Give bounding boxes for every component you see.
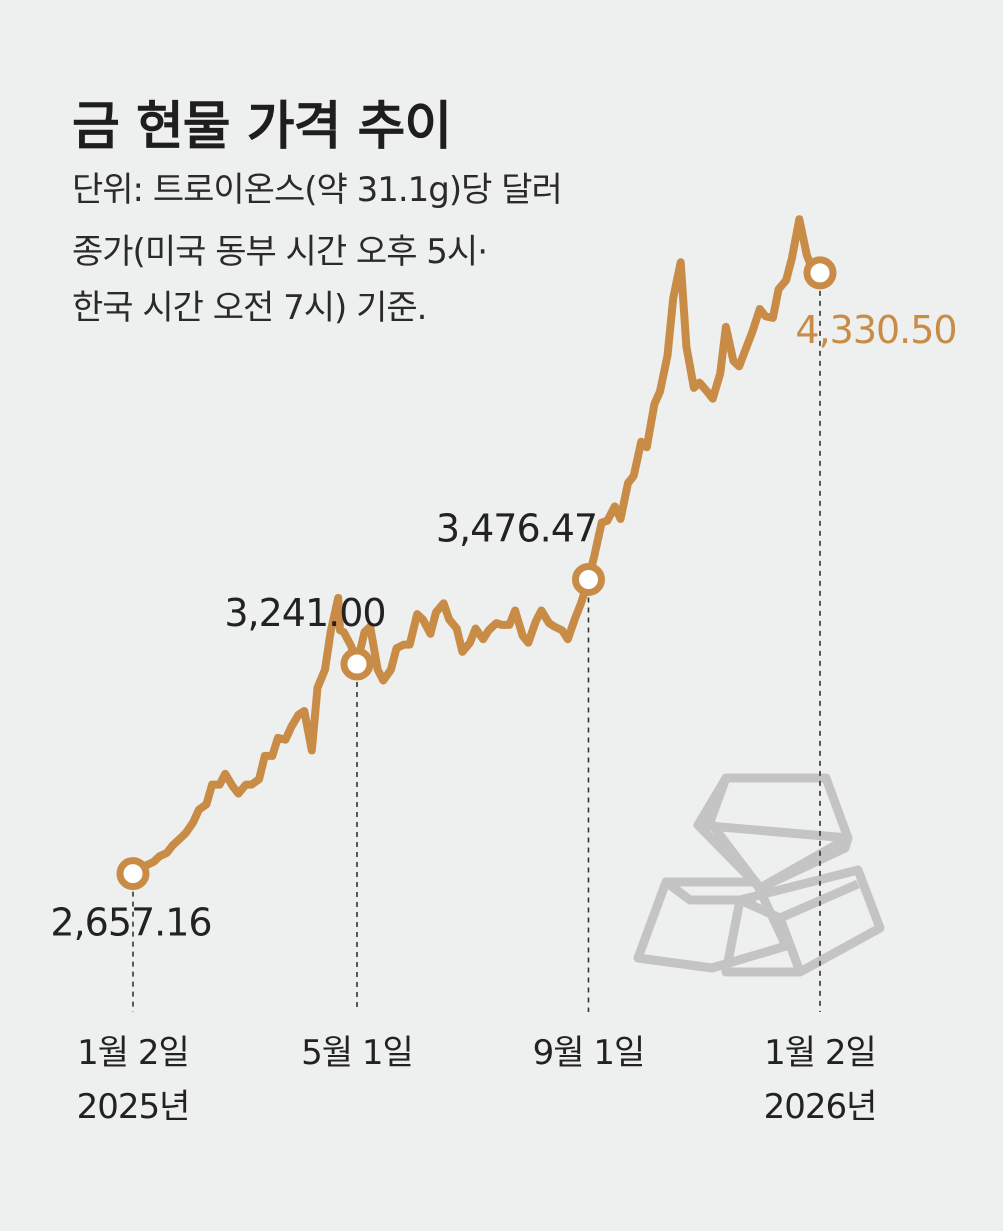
value-label: 3,241.00 <box>224 591 385 635</box>
value-marker <box>571 562 605 596</box>
value-marker <box>116 857 150 891</box>
unit-note: 단위: 트로이온스(약 31.1g)당 달러 <box>72 170 563 210</box>
basis-note-line1: 종가(미국 동부 시간 오후 5시· <box>72 232 488 272</box>
basis-note-line2: 한국 시간 오전 7시) 기준. <box>72 288 427 328</box>
x-tick-year-label: 2026년 <box>764 1087 877 1127</box>
value-label: 2,657.16 <box>50 901 211 945</box>
gold-bars-icon <box>633 773 885 977</box>
x-tick-label: 5월 1일 <box>301 1033 413 1073</box>
value-marker <box>803 256 837 290</box>
x-tick-label: 1월 2일 <box>764 1033 876 1073</box>
x-tick-year-label: 2025년 <box>77 1087 190 1127</box>
price-series-line <box>129 215 824 878</box>
value-marker <box>340 647 374 681</box>
value-label: 3,476.47 <box>436 506 597 550</box>
value-label: 4,330.50 <box>795 308 956 352</box>
x-tick-label: 9월 1일 <box>533 1033 645 1073</box>
x-tick-label: 1월 2일 <box>77 1033 189 1073</box>
chart-title: 금 현물 가격 추이 <box>72 97 452 157</box>
